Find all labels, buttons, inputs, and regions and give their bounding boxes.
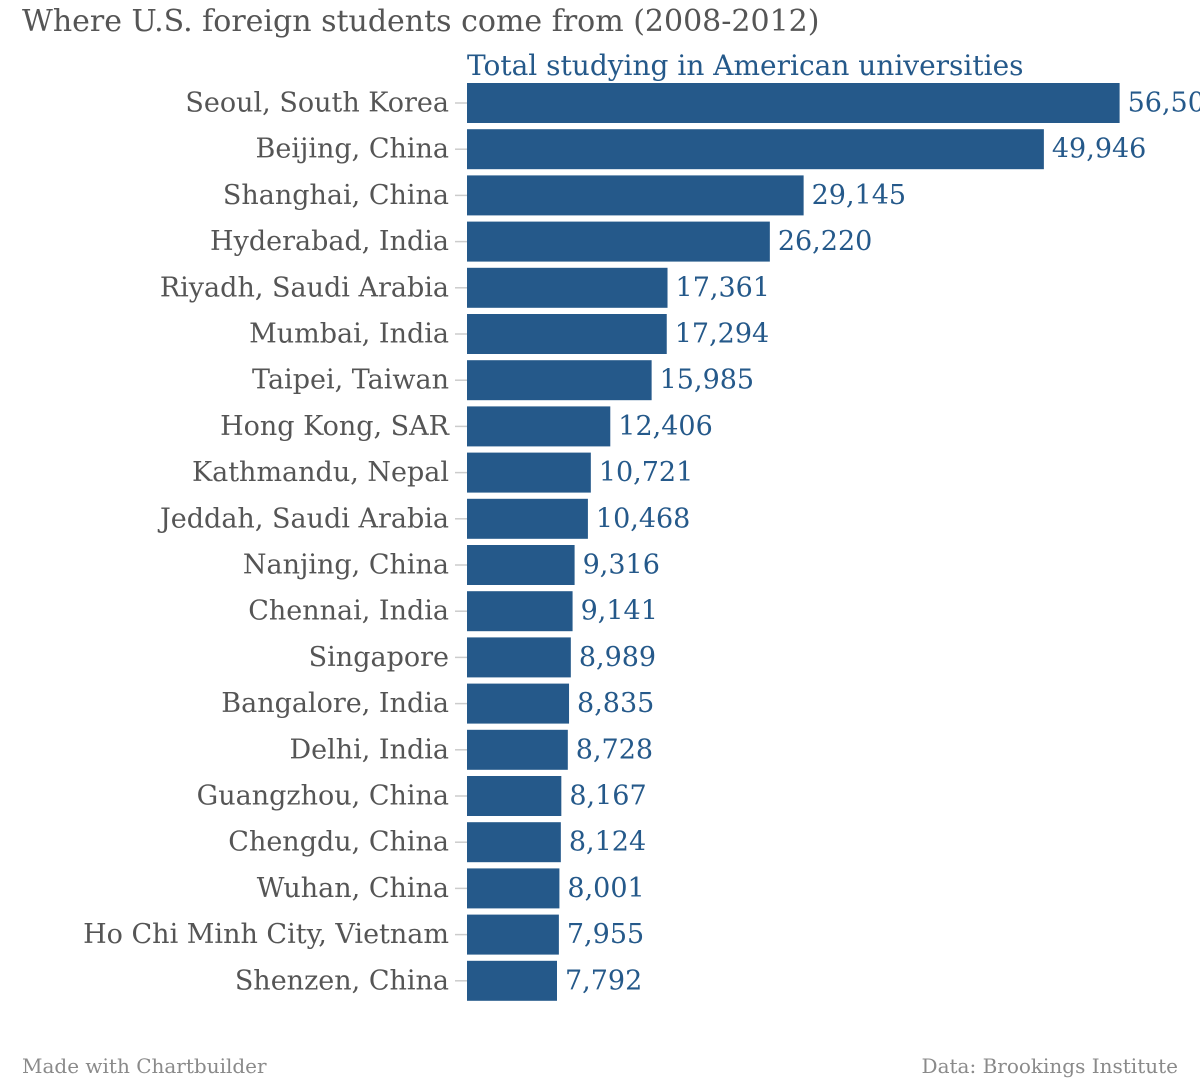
chart-title: Where U.S. foreign students come from (2… bbox=[22, 4, 820, 39]
value-label: 12,406 bbox=[618, 411, 712, 442]
bar bbox=[467, 637, 571, 678]
category-label: Chengdu, China bbox=[228, 827, 449, 858]
footer-source: Data: Brookings Institute bbox=[921, 1054, 1178, 1078]
value-label: 26,220 bbox=[778, 226, 872, 257]
category-label: Bangalore, India bbox=[221, 688, 449, 719]
value-label: 17,294 bbox=[675, 319, 769, 350]
category-label: Wuhan, China bbox=[257, 873, 449, 904]
category-label: Delhi, India bbox=[289, 734, 449, 765]
category-label: Ho Chi Minh City, Vietnam bbox=[83, 919, 449, 950]
category-label: Singapore bbox=[309, 642, 449, 673]
value-label: 8,124 bbox=[569, 827, 646, 858]
category-label: Shenzen, China bbox=[235, 965, 449, 996]
value-label: 8,728 bbox=[576, 734, 653, 765]
bar bbox=[467, 729, 568, 770]
category-label: Riyadh, Saudi Arabia bbox=[160, 272, 449, 303]
bar bbox=[467, 914, 559, 955]
category-label: Beijing, China bbox=[256, 134, 449, 165]
bar bbox=[467, 822, 561, 863]
category-label: Jeddah, Saudi Arabia bbox=[157, 503, 449, 534]
value-label: 10,721 bbox=[599, 457, 693, 488]
bar bbox=[467, 314, 667, 354]
bars-group: Seoul, South Korea 56,503 students Beijing… bbox=[83, 83, 1200, 1001]
category-label: Shanghai, China bbox=[223, 180, 449, 211]
value-label: 8,835 bbox=[577, 688, 654, 719]
value-label: 7,792 bbox=[565, 965, 642, 996]
category-label: Chennai, India bbox=[248, 596, 449, 627]
bar bbox=[467, 868, 560, 909]
category-label: Mumbai, India bbox=[249, 319, 449, 350]
bar bbox=[467, 360, 652, 401]
bar bbox=[467, 683, 570, 724]
bar bbox=[467, 960, 557, 1001]
category-label: Nanjing, China bbox=[243, 550, 449, 581]
category-label: Hyderabad, India bbox=[210, 226, 449, 257]
bar bbox=[467, 591, 573, 632]
value-label: 7,955 bbox=[567, 919, 644, 950]
value-label: 8,989 bbox=[579, 642, 656, 673]
value-label: 8,001 bbox=[567, 873, 644, 904]
value-label: 56,503 students bbox=[1128, 88, 1200, 119]
bar bbox=[467, 406, 611, 447]
value-label: 49,946 bbox=[1052, 134, 1146, 165]
bar bbox=[467, 221, 770, 262]
bar bbox=[467, 545, 575, 585]
bar bbox=[467, 129, 1044, 170]
value-label: 10,468 bbox=[596, 503, 690, 534]
value-label: 17,361 bbox=[676, 272, 770, 303]
bar bbox=[467, 776, 562, 816]
category-label: Seoul, South Korea bbox=[185, 88, 449, 119]
footer-credit: Made with Chartbuilder bbox=[22, 1054, 267, 1078]
bar bbox=[467, 452, 591, 493]
bar bbox=[467, 175, 804, 216]
category-label: Guangzhou, China bbox=[197, 781, 449, 812]
value-label: 15,985 bbox=[660, 365, 754, 396]
category-label: Kathmandu, Nepal bbox=[192, 457, 449, 488]
value-label: 9,141 bbox=[581, 596, 658, 627]
category-label: Hong Kong, SAR bbox=[220, 411, 450, 442]
series-label: Total studying in American universities bbox=[467, 49, 1024, 82]
value-label: 8,167 bbox=[569, 781, 646, 812]
bar bbox=[467, 267, 668, 308]
value-label: 9,316 bbox=[583, 550, 660, 581]
bar bbox=[467, 498, 588, 539]
bar bbox=[467, 83, 1120, 123]
value-label: 29,145 bbox=[812, 180, 906, 211]
category-label: Taipei, Taiwan bbox=[252, 365, 449, 396]
